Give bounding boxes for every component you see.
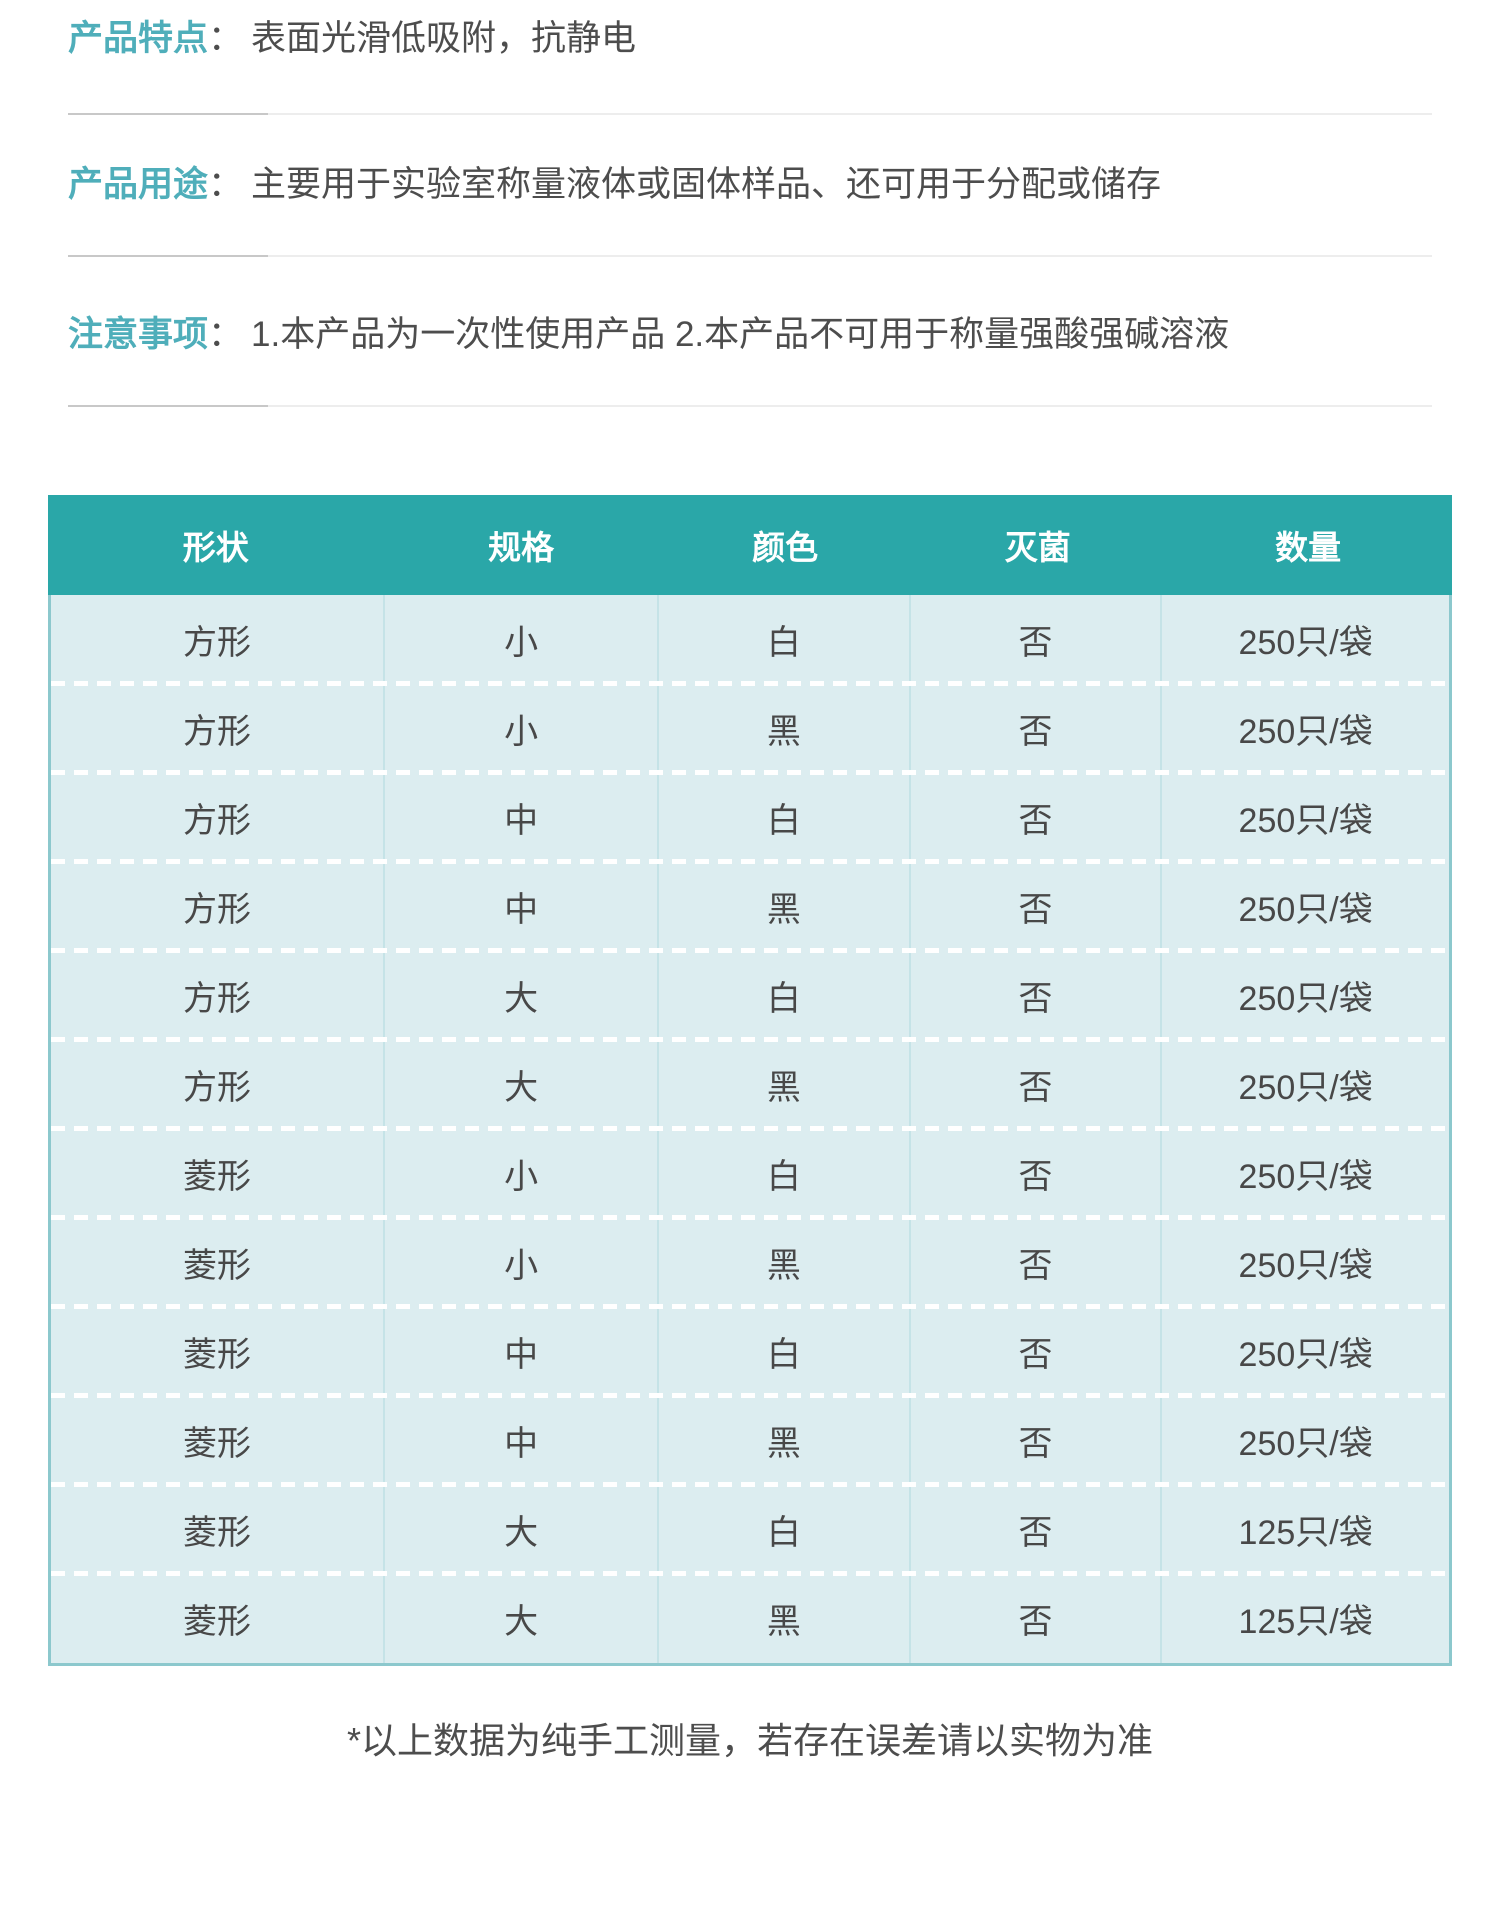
table-cell: 否 [911, 595, 1163, 684]
footer-note: *以上数据为纯手工测量，若存在误差请以实物为准 [346, 1720, 1153, 1761]
table-cell: 菱形 [51, 1307, 386, 1396]
table-cell: 白 [659, 595, 911, 684]
table-cell: 白 [659, 951, 911, 1040]
table-cell: 小 [385, 1218, 660, 1307]
table-cell: 否 [911, 684, 1163, 773]
table-cell: 否 [911, 1485, 1163, 1574]
table-row: 方形小黑否 250只/袋 [51, 681, 1449, 773]
table-cell: 否 [911, 1307, 1163, 1396]
section-text: 表面光滑低吸附，抗静电 [251, 19, 637, 58]
table-cell: 否 [911, 1129, 1163, 1218]
section-product-features: 产品特点： 表面光滑低吸附，抗静电 [68, 14, 1432, 64]
table-cell: 250只/袋 [1238, 802, 1373, 840]
table-row: 方形中白否 250只/袋 [51, 770, 1449, 862]
section-divider [68, 405, 1432, 407]
table-cell: 250只/袋 [1238, 1336, 1373, 1374]
table-cell: 方形 [51, 951, 386, 1040]
section-product-usage: 产品用途： 主要用于实验室称量液体或固体样品、还可用于分配或储存 [68, 160, 1432, 210]
table-row: 菱形小白否 250只/袋 [51, 1126, 1449, 1218]
section-colon: ： [208, 315, 244, 354]
table-cell: 黑 [659, 862, 911, 951]
table-cell: 大 [385, 1574, 660, 1663]
table-cell: 小 [385, 595, 660, 684]
section-divider [68, 113, 1432, 115]
table-header-cell-quantity: 数量 [1275, 529, 1342, 566]
table-cell: 否 [911, 1574, 1163, 1663]
table-cell: 125只/袋 [1238, 1514, 1373, 1552]
table-cell: 方形 [51, 684, 386, 773]
section-text: 主要用于实验室称量液体或固体样品、还可用于分配或储存 [251, 165, 1162, 204]
table-cell: 黑 [659, 1040, 911, 1129]
table-row: 方形大白否 250只/袋 [51, 948, 1449, 1040]
table-cell: 中 [385, 1396, 660, 1485]
table-cell: 中 [385, 773, 660, 862]
table-row: 方形大黑否 250只/袋 [51, 1037, 1449, 1129]
table-cell: 125只/袋 [1238, 1603, 1373, 1641]
table-cell: 否 [911, 862, 1163, 951]
table-cell: 黑 [659, 1396, 911, 1485]
table-row: 方形中黑否 250只/袋 [51, 859, 1449, 951]
table-cell: 方形 [51, 862, 386, 951]
table-cell: 否 [911, 1396, 1163, 1485]
table-cell: 否 [911, 951, 1163, 1040]
section-colon: ： [208, 165, 244, 204]
table-cell: 中 [385, 862, 660, 951]
table-cell: 方形 [51, 1040, 386, 1129]
table-cell: 250只/袋 [1238, 1158, 1373, 1196]
table-cell: 菱形 [51, 1396, 386, 1485]
table-row: 菱形中黑否 250只/袋 [51, 1393, 1449, 1485]
table-cell: 250只/袋 [1238, 980, 1373, 1018]
table-cell: 白 [659, 773, 911, 862]
section-precautions: 注意事项： 1.本产品为一次性使用产品 2.本产品不可用于称量强酸强碱溶液 [68, 310, 1432, 360]
table-row: 菱形中白否 250只/袋 [51, 1304, 1449, 1396]
table-cell: 250只/袋 [1238, 1069, 1373, 1107]
table-cell: 菱形 [51, 1485, 386, 1574]
table-header-cell-color: 颜色 [752, 529, 819, 566]
table-row: 菱形大黑否 125只/袋 [51, 1571, 1449, 1663]
table-cell: 250只/袋 [1238, 891, 1373, 929]
table-header-cell-sterile: 灭菌 [1004, 529, 1071, 566]
table-body: 方形小白否 250只/袋 方形小黑否 250只/袋 方形中白否 250只/袋 方形中黑否 25… [48, 595, 1452, 1666]
table-header-cell-spec: 规格 [488, 529, 555, 566]
table-cell: 白 [659, 1129, 911, 1218]
table-cell: 否 [911, 773, 1163, 862]
section-divider [68, 255, 1432, 257]
table-cell: 黑 [659, 1218, 911, 1307]
table-row: 方形小白否 250只/袋 [51, 595, 1449, 684]
table-cell: 250只/袋 [1238, 1425, 1373, 1463]
table-cell: 小 [385, 1129, 660, 1218]
table-cell: 白 [659, 1307, 911, 1396]
table-cell: 大 [385, 1485, 660, 1574]
table-header-cell-shape: 形状 [182, 529, 249, 566]
table-cell: 250只/袋 [1238, 624, 1373, 662]
section-label: 注意事项 [68, 315, 209, 354]
table-cell: 250只/袋 [1238, 1247, 1373, 1285]
section-colon: ： [208, 19, 244, 58]
table-cell: 方形 [51, 595, 386, 684]
table-cell: 大 [385, 1040, 660, 1129]
table-cell: 菱形 [51, 1129, 386, 1218]
table-cell: 菱形 [51, 1574, 386, 1663]
section-text: 1.本产品为一次性使用产品 2.本产品不可用于称量强酸强碱溶液 [251, 315, 1230, 354]
table-row: 菱形大白否 125只/袋 [51, 1482, 1449, 1574]
table-cell: 小 [385, 684, 660, 773]
table-cell: 否 [911, 1040, 1163, 1129]
section-label: 产品特点 [68, 19, 209, 58]
table-cell: 中 [385, 1307, 660, 1396]
table-header: 形状 规格 颜色 灭菌 数量 [48, 495, 1452, 595]
section-label: 产品用途 [68, 165, 209, 204]
table-cell: 黑 [659, 684, 911, 773]
table-cell: 大 [385, 951, 660, 1040]
table-cell: 黑 [659, 1574, 911, 1663]
table-cell: 白 [659, 1485, 911, 1574]
table-row: 菱形小黑否 250只/袋 [51, 1215, 1449, 1307]
spec-table: 形状 规格 颜色 灭菌 数量 方形小白否 250只/袋 方形小黑否 250只/袋 方形中… [48, 495, 1452, 1666]
table-cell: 方形 [51, 773, 386, 862]
table-cell: 菱形 [51, 1218, 386, 1307]
table-cell: 否 [911, 1218, 1163, 1307]
table-cell: 250只/袋 [1238, 713, 1373, 751]
